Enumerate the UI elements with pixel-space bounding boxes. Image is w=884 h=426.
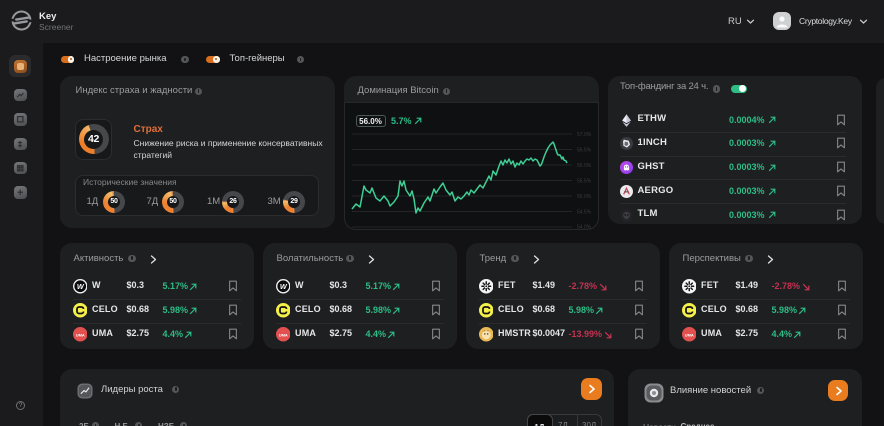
svg-text:UMA: UMA: [278, 333, 287, 338]
svg-text:54.5%: 54.5%: [577, 210, 592, 216]
svg-text:UMA: UMA: [684, 333, 693, 338]
svg-text:54.0%: 54.0%: [577, 225, 592, 231]
svg-text:57.0%: 57.0%: [577, 132, 592, 138]
svg-text:56.5%: 56.5%: [577, 148, 592, 154]
svg-text:55.5%: 55.5%: [577, 179, 592, 185]
svg-text:W: W: [279, 282, 287, 291]
svg-text:56.0%: 56.0%: [577, 163, 592, 169]
svg-text:55.0%: 55.0%: [577, 194, 592, 200]
svg-text:UMA: UMA: [75, 333, 84, 338]
svg-text:W: W: [76, 282, 84, 291]
